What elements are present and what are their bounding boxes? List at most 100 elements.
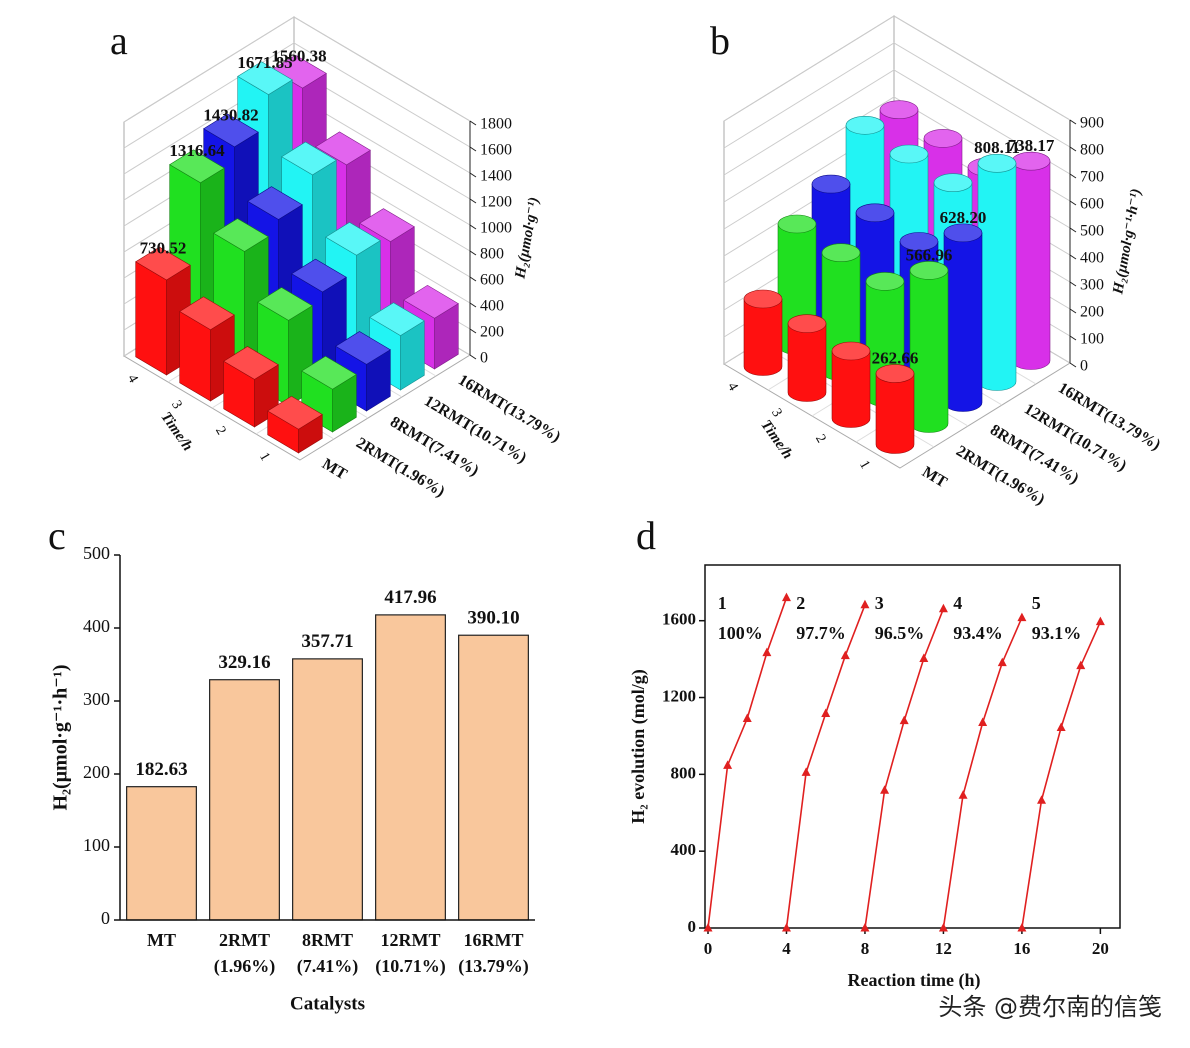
y-tick-label: 0 [688,917,697,936]
cylinder-body [1011,160,1051,370]
value-label: 390.10 [467,608,519,629]
annotation-cycle: 2 [796,593,805,613]
z-tick-label: 400 [1080,250,1104,267]
bar-top [135,246,191,281]
cylinder-top [821,243,861,262]
grid-line [123,16,471,123]
x-tick-line: 8RMT [302,930,353,950]
plot-frame [704,564,1121,929]
z-tick [469,224,477,230]
z-tick-label: 0 [1080,358,1088,375]
time-label: 2 [812,432,828,446]
bar-top [223,346,279,380]
time-axis-label: Time/h [157,409,195,454]
z-tick-label: 400 [480,298,504,315]
cylinder-body [831,350,871,428]
bar-top [203,113,259,148]
marker [781,592,791,602]
bar-3d [943,223,983,412]
z-axis-label: H₂(μmol·g⁻¹) [512,196,542,281]
z-tick [469,250,477,256]
time-axis-label: Time/h [757,417,795,462]
z-tick [1069,254,1077,260]
cylinder-top [865,272,905,291]
bar [375,614,446,921]
y-tick-label: 400 [671,840,697,859]
value-label: 1671.85 [237,53,292,72]
x-tick-line: 16RMT [464,930,524,950]
z-tick [469,276,477,282]
x-tick-label: 12 [935,939,952,958]
y-tick-label: 1600 [662,610,696,629]
value-label: 566.96 [906,245,953,264]
z-tick [1069,200,1077,206]
data-line [707,597,788,929]
grid-line [723,15,1071,122]
cylinder-top [845,116,885,135]
bar [126,786,197,921]
bar-top [213,218,269,252]
x-tick-label: 20 [1092,939,1109,958]
cylinder-top [875,364,915,383]
bar-3d [135,246,191,376]
bar-3d [875,364,915,454]
x-axis-label: Reaction time (h) [848,970,981,991]
panel-label: a [110,18,128,63]
category-label: MT [319,456,350,484]
marker [958,790,968,799]
x-tick-line: 12RMT [381,930,441,950]
cylinder-top [933,173,973,192]
time-label: 4 [124,372,140,386]
marker [801,767,811,776]
marker [938,923,948,932]
x-tick-label: MT [147,930,176,950]
marker [880,785,890,794]
z-tick [469,146,477,152]
cylinder-top [909,261,949,280]
z-tick-label: 1800 [480,116,512,133]
cylinder-body [875,373,915,454]
bar-3d [267,395,323,454]
category-label: MT [919,464,950,492]
bar-side [135,261,167,376]
annotation-cycle: 5 [1032,593,1041,613]
z-tick [469,302,477,308]
cylinder-top [889,144,929,164]
bar-3d [909,261,949,433]
z-tick-label: 200 [480,324,504,341]
z-tick [469,354,477,360]
x-axis-label: Catalysts [290,993,365,1014]
data-line [864,608,945,929]
marker [840,650,850,660]
z-tick-label: 500 [1080,223,1104,240]
grid-line [723,42,1071,149]
z-tick [1069,227,1077,233]
value-label: 738.17 [1008,136,1055,155]
marker [860,923,870,932]
time-label: 1 [856,458,872,472]
cylinder-top [811,174,851,194]
z-tick [1069,119,1077,125]
value-label: 182.63 [135,759,187,780]
value-label: 357.71 [301,631,353,652]
bar-top [325,222,381,256]
bar-top [247,186,303,220]
y-tick-label: 1200 [662,686,696,705]
data-line [785,604,866,929]
bar-top [301,355,357,390]
bar [292,658,363,921]
cylinder-top [787,314,827,333]
x-tick-line: (10.71%) [375,956,446,977]
grid-line [123,42,471,149]
x-tick-line: (7.41%) [297,956,359,977]
bar-top [169,149,225,184]
time-label: 1 [256,450,272,464]
bar [209,679,280,921]
z-tick-label: 600 [480,272,504,289]
marker [1037,795,1047,804]
panel-label: b [710,18,730,63]
bar-top [237,61,293,95]
value-label: 417.96 [384,587,436,608]
marker [1056,722,1066,731]
marker [742,713,752,722]
